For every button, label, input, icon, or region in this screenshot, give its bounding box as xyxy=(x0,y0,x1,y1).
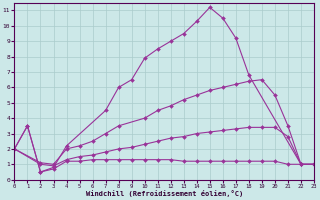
X-axis label: Windchill (Refroidissement éolien,°C): Windchill (Refroidissement éolien,°C) xyxy=(85,190,243,197)
